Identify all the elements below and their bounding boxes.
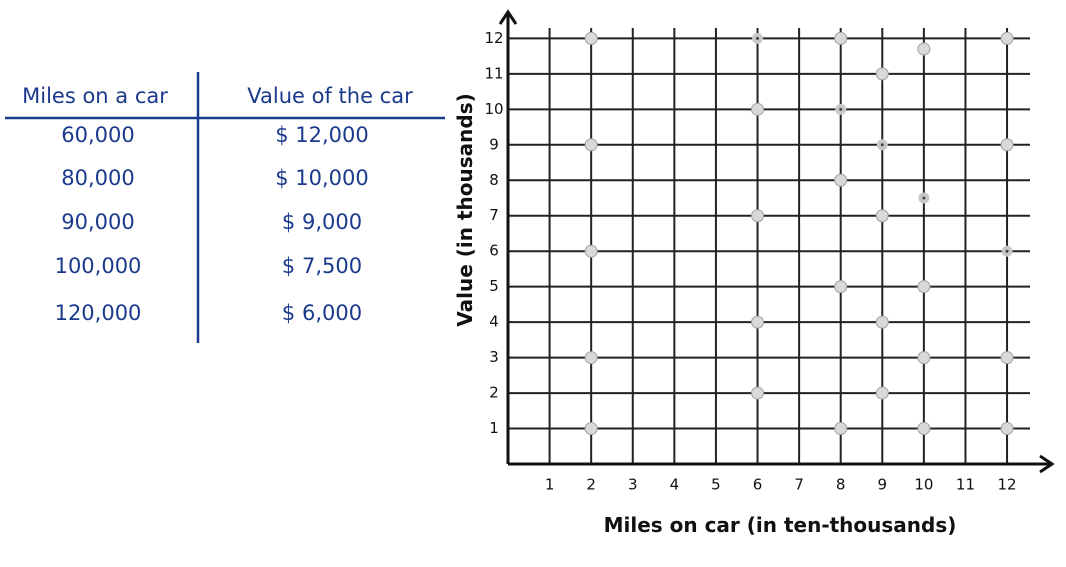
table-cell: $ 10,000 (275, 166, 369, 190)
data-point (834, 422, 848, 436)
x-tick-label: 1 (545, 476, 555, 494)
table: Miles on a car Value of the car 60,000 $ … (5, 72, 445, 343)
data-point (875, 315, 889, 329)
x-tick-label: 5 (711, 476, 721, 494)
data-point (917, 422, 931, 436)
table-cell: $ 9,000 (282, 210, 362, 234)
axis (508, 454, 1055, 474)
y-tick-label: 9 (489, 135, 499, 153)
data-point (1000, 138, 1014, 152)
y-tick-label: 8 (489, 171, 499, 189)
data-point (1000, 351, 1014, 365)
data-point (1000, 31, 1014, 45)
x-tick-label: 2 (586, 476, 596, 494)
y-tick-label: 1 (489, 419, 499, 437)
y-tick-label: 12 (484, 29, 503, 47)
data-point (834, 173, 848, 187)
table-cell: $ 6,000 (282, 301, 362, 325)
data-point (751, 315, 765, 329)
table-cell: 90,000 (61, 210, 134, 234)
data-point (834, 31, 848, 45)
data-point (584, 31, 598, 45)
x-tick-label: 7 (794, 476, 804, 494)
y-tick-label: 4 (489, 313, 499, 331)
y-axis-title: Value (in thousands) (453, 93, 477, 326)
data-point (751, 386, 765, 400)
y-tick-label: 5 (489, 277, 499, 295)
table-cell: $ 7,500 (282, 254, 362, 278)
data-point (917, 351, 931, 365)
data-point (751, 102, 765, 116)
data-point (584, 244, 598, 258)
x-axis-title: Miles on car (in ten-thousands) (604, 513, 957, 537)
data-point (834, 280, 848, 294)
data-point (917, 280, 931, 294)
data-point (752, 32, 764, 44)
data-point (875, 67, 889, 81)
table-cell: 60,000 (61, 123, 134, 147)
x-tick-label: 9 (878, 476, 888, 494)
table-header: Miles on a car (22, 84, 168, 108)
y-tick-label: 6 (489, 242, 499, 260)
table-header: Value of the car (247, 84, 413, 108)
x-tick-label: 11 (956, 476, 975, 494)
x-tick-label: 4 (670, 476, 680, 494)
data-point (876, 139, 888, 151)
data-point (584, 422, 598, 436)
axis (498, 9, 518, 464)
data-point (584, 138, 598, 152)
data-point (584, 351, 598, 365)
data-point (751, 209, 765, 223)
data-point (875, 386, 889, 400)
data-point (875, 209, 889, 223)
y-tick-label: 2 (489, 384, 499, 402)
x-tick-label: 12 (998, 476, 1017, 494)
data-point (835, 103, 847, 115)
table-cell: $ 12,000 (275, 123, 369, 147)
y-tick-label: 10 (484, 100, 503, 118)
y-tick-label: 3 (489, 348, 499, 366)
y-tick-label: 7 (489, 206, 499, 224)
x-tick-label: 6 (753, 476, 763, 494)
y-tick-label: 11 (484, 64, 503, 82)
table-cell: 120,000 (55, 301, 142, 325)
data-point (1001, 245, 1013, 257)
x-tick-label: 3 (628, 476, 638, 494)
table-cell: 80,000 (61, 166, 134, 190)
data-point (1000, 422, 1014, 436)
data-point (918, 192, 930, 204)
table-cell: 100,000 (55, 254, 142, 278)
data-point (917, 42, 931, 56)
x-tick-label: 8 (836, 476, 846, 494)
x-tick-label: 10 (914, 476, 933, 494)
